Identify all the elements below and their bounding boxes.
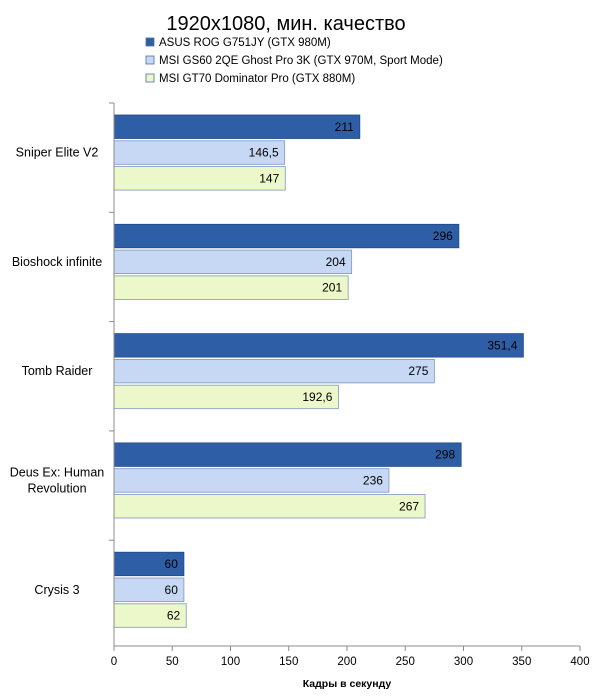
category-label-2: Bioshock infinite (12, 255, 102, 269)
bar-4-series-1 (113, 442, 462, 467)
chart-title: 1920x1080, мин. качество (166, 13, 405, 35)
data-label-2-series-1: 296 (433, 229, 453, 243)
bar-3-series-1 (113, 333, 524, 358)
data-label-2-series-3: 201 (322, 281, 342, 295)
data-label-3-series-2: 275 (408, 364, 428, 378)
data-label-2-series-2: 204 (326, 255, 346, 269)
bar-2-series-3 (113, 275, 349, 300)
data-label-1-series-1: 211 (335, 120, 354, 134)
data-label-3-series-1: 351,4 (487, 338, 517, 352)
category-label-3: Tomb Raider (22, 364, 93, 378)
category-label-5: Crysis 3 (34, 583, 79, 597)
axes: 0 50 100 150 200 250 300 350 400 (109, 102, 590, 668)
bar-1-series-1 (113, 114, 361, 139)
x-tick-label-7: 300 (454, 656, 473, 668)
data-label-5-series-2: 60 (165, 583, 179, 597)
bar-2-series-2 (113, 249, 353, 275)
x-tick-label-6: 250 (396, 656, 415, 668)
legend-label-3: MSI GT70 Dominator Pro (GTX 880M) (159, 73, 355, 85)
x-tick-label-8: 350 (512, 656, 531, 668)
x-tick-label-3: 100 (221, 656, 240, 668)
legend-swatch-1 (145, 37, 155, 47)
data-label-3-series-3: 192,6 (302, 390, 332, 404)
legend: ASUS ROG G751JY (GTX 980M) MSI GS60 2QE G… (145, 37, 443, 85)
legend-swatch-2 (145, 55, 155, 65)
bars: 211 146,5 147 Sniper Elite V2 296 204 201 Biosh… (10, 114, 524, 628)
data-label-4-series-1: 298 (435, 448, 455, 462)
x-tick-label-5: 200 (337, 656, 356, 668)
x-axis-title: Кадры в секунду (303, 678, 392, 690)
data-label-5-series-1: 60 (165, 557, 179, 571)
data-label-1-series-2: 146,5 (249, 146, 279, 160)
data-label-5-series-3: 62 (167, 609, 181, 623)
category-label-4-line-1: Deus Ex: Human (10, 465, 105, 479)
data-label-4-series-3: 267 (399, 499, 419, 513)
x-tick-label-2: 50 (166, 656, 179, 668)
legend-label-1: ASUS ROG G751JY (GTX 980M) (159, 37, 331, 49)
bar-2-series-1 (113, 223, 460, 249)
x-tick-label-1: 0 (111, 656, 117, 668)
legend-swatch-3 (145, 73, 155, 83)
bar-4-series-3 (113, 494, 426, 519)
bar-3-series-2 (113, 358, 435, 384)
data-label-4-series-2: 236 (363, 473, 383, 487)
data-label-1-series-3: 147 (259, 171, 279, 185)
category-label-4-line-2: Revolution (27, 481, 86, 495)
x-tick-label-4: 150 (279, 656, 298, 668)
x-tick-label-9: 400 (570, 656, 589, 668)
category-label-1: Sniper Elite V2 (16, 146, 99, 160)
bar-4-series-2 (113, 468, 390, 493)
legend-label-2: MSI GS60 2QE Ghost Pro 3K (GTX 970M, Spo… (159, 55, 443, 67)
